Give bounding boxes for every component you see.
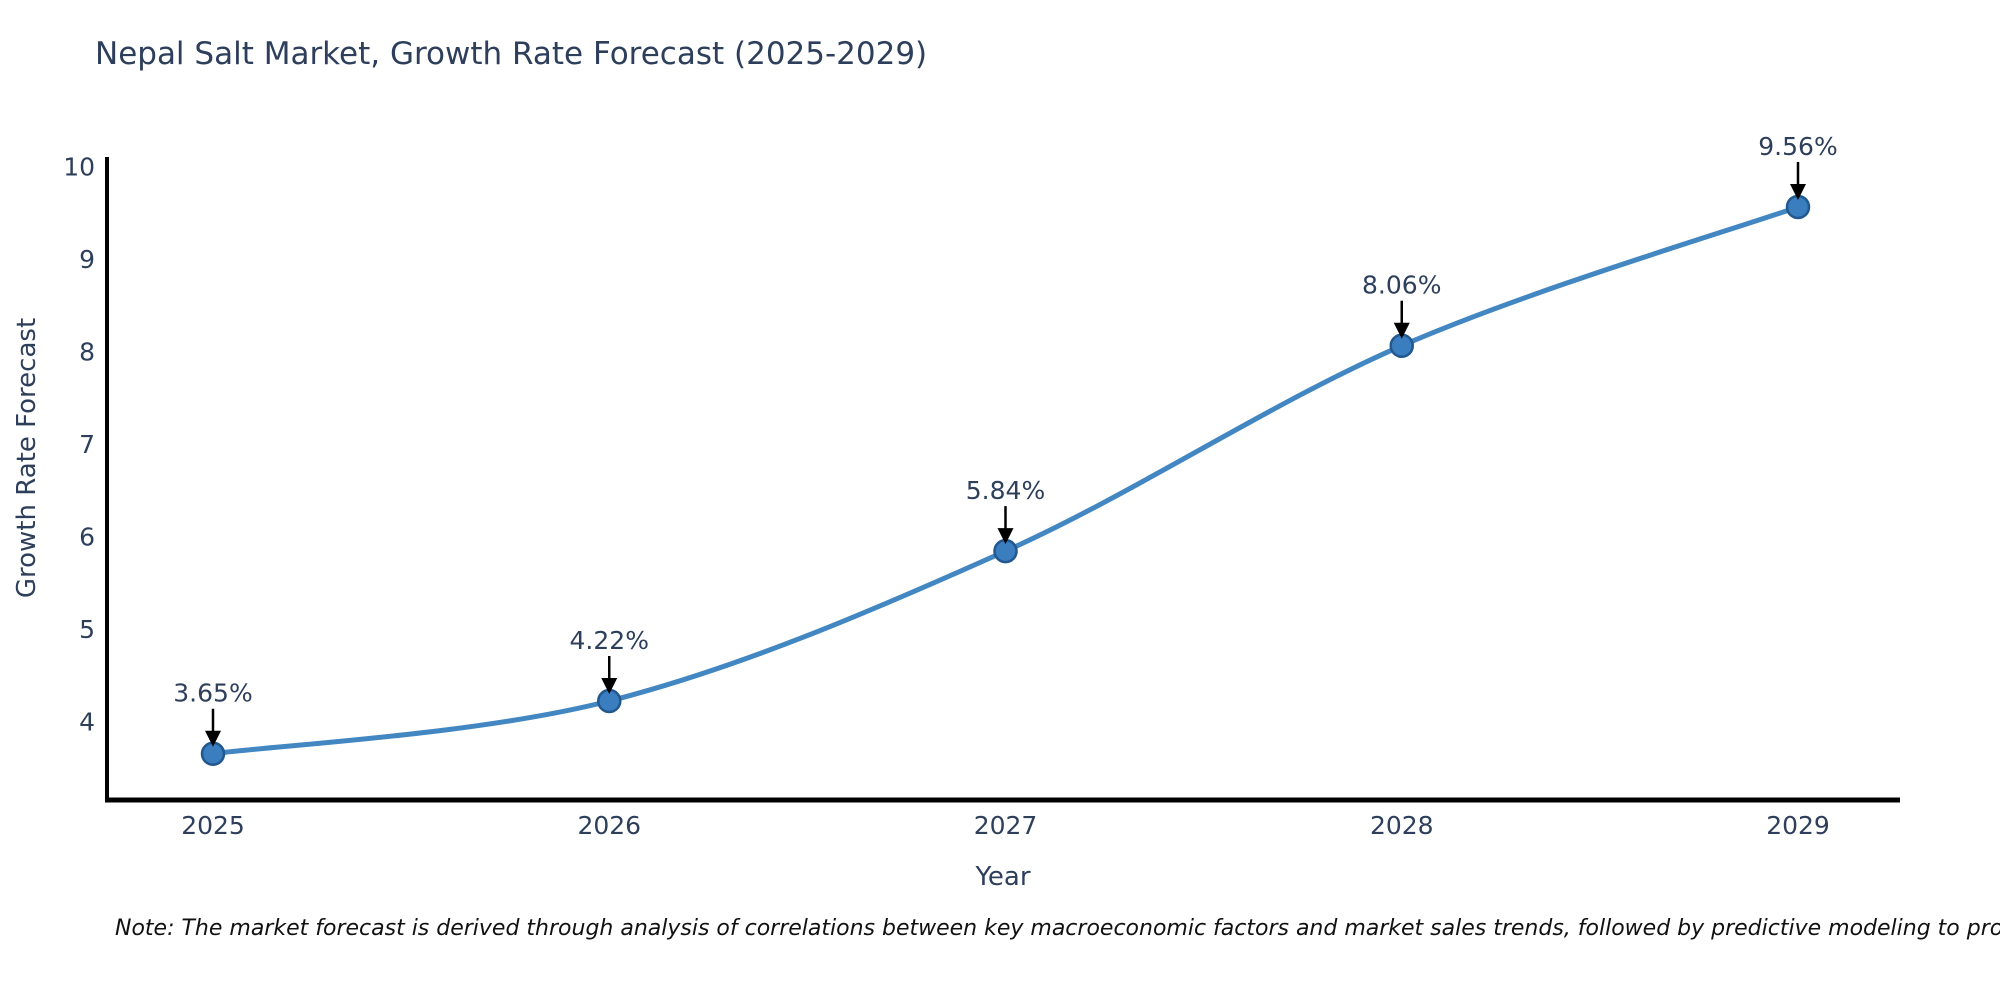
x-tick-label: 2025 (181, 811, 245, 840)
annotation-arrowhead (601, 678, 618, 695)
y-tick-label: 7 (79, 430, 95, 459)
y-tick-label: 8 (79, 337, 95, 366)
y-tick-label: 9 (79, 245, 95, 274)
annotation-label: 8.06% (1362, 271, 1441, 300)
footnote: Note: The market forecast is derived thr… (115, 916, 2000, 941)
x-axis-title: Year (975, 862, 1031, 892)
annotation-arrowhead (205, 730, 221, 747)
annotation-label: 3.65% (173, 679, 252, 708)
annotation-label: 4.22% (570, 626, 649, 655)
y-tick-label: 4 (79, 707, 95, 736)
x-tick-label: 2027 (974, 811, 1038, 840)
chart-title: Nepal Salt Market, Growth Rate Forecast … (95, 36, 928, 72)
annotation-arrowhead (1393, 322, 1410, 339)
x-tick-label: 2029 (1766, 811, 1830, 840)
annotation-label: 9.56% (1758, 132, 1837, 161)
annotation-label: 5.84% (966, 476, 1045, 505)
y-tick-label: 6 (79, 522, 95, 551)
x-tick-label: 2028 (1370, 811, 1434, 840)
y-tick-label: 10 (63, 152, 95, 181)
annotation-arrowhead (1790, 183, 1806, 200)
y-tick-label: 5 (79, 615, 95, 644)
x-tick-label: 2026 (577, 811, 641, 840)
annotation-arrowhead (997, 528, 1014, 545)
